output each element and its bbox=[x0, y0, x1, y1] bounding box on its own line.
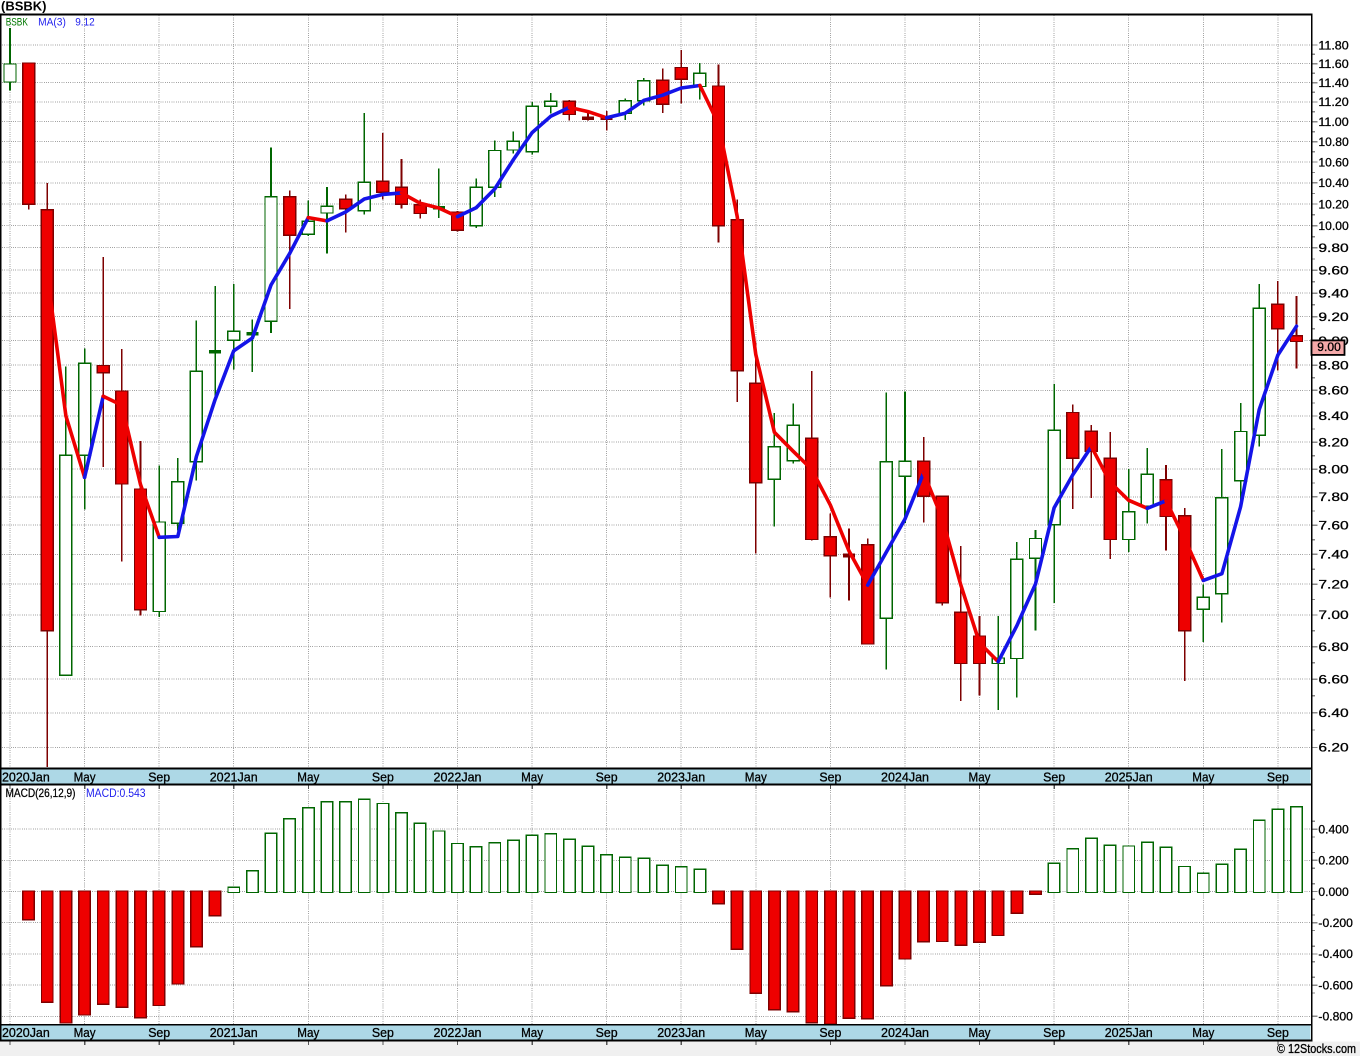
svg-text:2025Jan: 2025Jan bbox=[1105, 1025, 1153, 1040]
svg-text:Sep: Sep bbox=[596, 1025, 618, 1040]
svg-text:9.80: 9.80 bbox=[1318, 241, 1349, 255]
svg-text:2024Jan: 2024Jan bbox=[881, 1025, 929, 1040]
svg-text:2024Jan: 2024Jan bbox=[881, 769, 929, 784]
svg-text:8.40: 8.40 bbox=[1318, 409, 1349, 423]
svg-text:(BSBK): (BSBK) bbox=[1, 0, 47, 14]
svg-text:May: May bbox=[1192, 769, 1214, 784]
svg-text:0.000: 0.000 bbox=[1318, 885, 1349, 899]
svg-text:Sep: Sep bbox=[372, 769, 394, 784]
svg-text:-0.800: -0.800 bbox=[1318, 1010, 1353, 1024]
svg-text:6.60: 6.60 bbox=[1318, 673, 1349, 687]
svg-text:Sep: Sep bbox=[819, 1025, 841, 1040]
svg-text:Sep: Sep bbox=[1267, 1025, 1289, 1040]
svg-text:8.60: 8.60 bbox=[1318, 384, 1349, 398]
svg-text:2020Jan: 2020Jan bbox=[2, 1025, 50, 1040]
svg-text:2025Jan: 2025Jan bbox=[1105, 769, 1153, 784]
svg-text:May: May bbox=[297, 769, 319, 784]
svg-text:May: May bbox=[745, 1025, 767, 1040]
svg-text:May: May bbox=[969, 1025, 991, 1040]
svg-text:9.60: 9.60 bbox=[1318, 264, 1349, 278]
svg-text:May: May bbox=[74, 769, 96, 784]
svg-text:8.80: 8.80 bbox=[1318, 359, 1349, 373]
svg-text:2022Jan: 2022Jan bbox=[434, 1025, 482, 1040]
svg-text:May: May bbox=[1192, 1025, 1214, 1040]
svg-text:10.20: 10.20 bbox=[1318, 197, 1349, 211]
svg-text:Sep: Sep bbox=[596, 769, 618, 784]
svg-text:© 12Stocks.com: © 12Stocks.com bbox=[1277, 1042, 1356, 1056]
svg-text:-0.200: -0.200 bbox=[1318, 916, 1353, 930]
svg-text:6.40: 6.40 bbox=[1318, 706, 1349, 720]
svg-text:7.40: 7.40 bbox=[1318, 548, 1349, 562]
svg-text:-0.600: -0.600 bbox=[1318, 978, 1353, 992]
svg-text:MACD:0.543: MACD:0.543 bbox=[86, 786, 146, 800]
svg-text:6.80: 6.80 bbox=[1318, 640, 1349, 654]
svg-text:7.20: 7.20 bbox=[1318, 578, 1349, 592]
svg-text:MA(3): MA(3) bbox=[38, 16, 66, 28]
svg-text:May: May bbox=[745, 769, 767, 784]
svg-text:BSBK: BSBK bbox=[6, 16, 29, 28]
svg-text:2023Jan: 2023Jan bbox=[657, 769, 705, 784]
svg-text:10.40: 10.40 bbox=[1318, 176, 1349, 190]
svg-text:MACD(26,12,9): MACD(26,12,9) bbox=[6, 786, 76, 800]
svg-text:May: May bbox=[521, 769, 543, 784]
svg-text:2020Jan: 2020Jan bbox=[2, 769, 50, 784]
svg-text:0.200: 0.200 bbox=[1318, 854, 1349, 868]
svg-text:May: May bbox=[74, 1025, 96, 1040]
svg-text:Sep: Sep bbox=[1267, 769, 1289, 784]
svg-text:Sep: Sep bbox=[148, 769, 170, 784]
svg-text:11.60: 11.60 bbox=[1318, 57, 1349, 71]
svg-text:Sep: Sep bbox=[372, 1025, 394, 1040]
svg-text:9.12: 9.12 bbox=[75, 16, 95, 28]
svg-text:9.20: 9.20 bbox=[1318, 310, 1349, 324]
svg-text:-0.400: -0.400 bbox=[1318, 947, 1353, 961]
svg-text:May: May bbox=[969, 769, 991, 784]
svg-text:0.400: 0.400 bbox=[1318, 822, 1349, 836]
svg-text:Sep: Sep bbox=[819, 769, 841, 784]
svg-text:Sep: Sep bbox=[148, 1025, 170, 1040]
svg-text:11.40: 11.40 bbox=[1318, 76, 1349, 90]
svg-text:2023Jan: 2023Jan bbox=[657, 1025, 705, 1040]
svg-text:Sep: Sep bbox=[1043, 1025, 1065, 1040]
svg-text:10.60: 10.60 bbox=[1318, 155, 1349, 169]
svg-text:8.00: 8.00 bbox=[1318, 463, 1349, 477]
svg-text:9.40: 9.40 bbox=[1318, 287, 1349, 301]
svg-text:6.20: 6.20 bbox=[1318, 741, 1349, 755]
svg-text:7.00: 7.00 bbox=[1318, 608, 1349, 622]
svg-text:Sep: Sep bbox=[1043, 769, 1065, 784]
svg-text:May: May bbox=[521, 1025, 543, 1040]
svg-text:11.00: 11.00 bbox=[1318, 115, 1349, 129]
svg-text:10.80: 10.80 bbox=[1318, 135, 1349, 149]
svg-text:7.60: 7.60 bbox=[1318, 519, 1349, 533]
svg-text:7.80: 7.80 bbox=[1318, 490, 1349, 504]
svg-text:May: May bbox=[297, 1025, 319, 1040]
svg-text:2022Jan: 2022Jan bbox=[434, 769, 482, 784]
svg-text:8.20: 8.20 bbox=[1318, 436, 1349, 450]
svg-text:9.00: 9.00 bbox=[1317, 340, 1341, 354]
svg-text:10.00: 10.00 bbox=[1318, 219, 1349, 233]
svg-text:2021Jan: 2021Jan bbox=[210, 769, 258, 784]
svg-text:2021Jan: 2021Jan bbox=[210, 1025, 258, 1040]
svg-text:11.80: 11.80 bbox=[1318, 38, 1349, 52]
svg-text:11.20: 11.20 bbox=[1318, 95, 1349, 109]
